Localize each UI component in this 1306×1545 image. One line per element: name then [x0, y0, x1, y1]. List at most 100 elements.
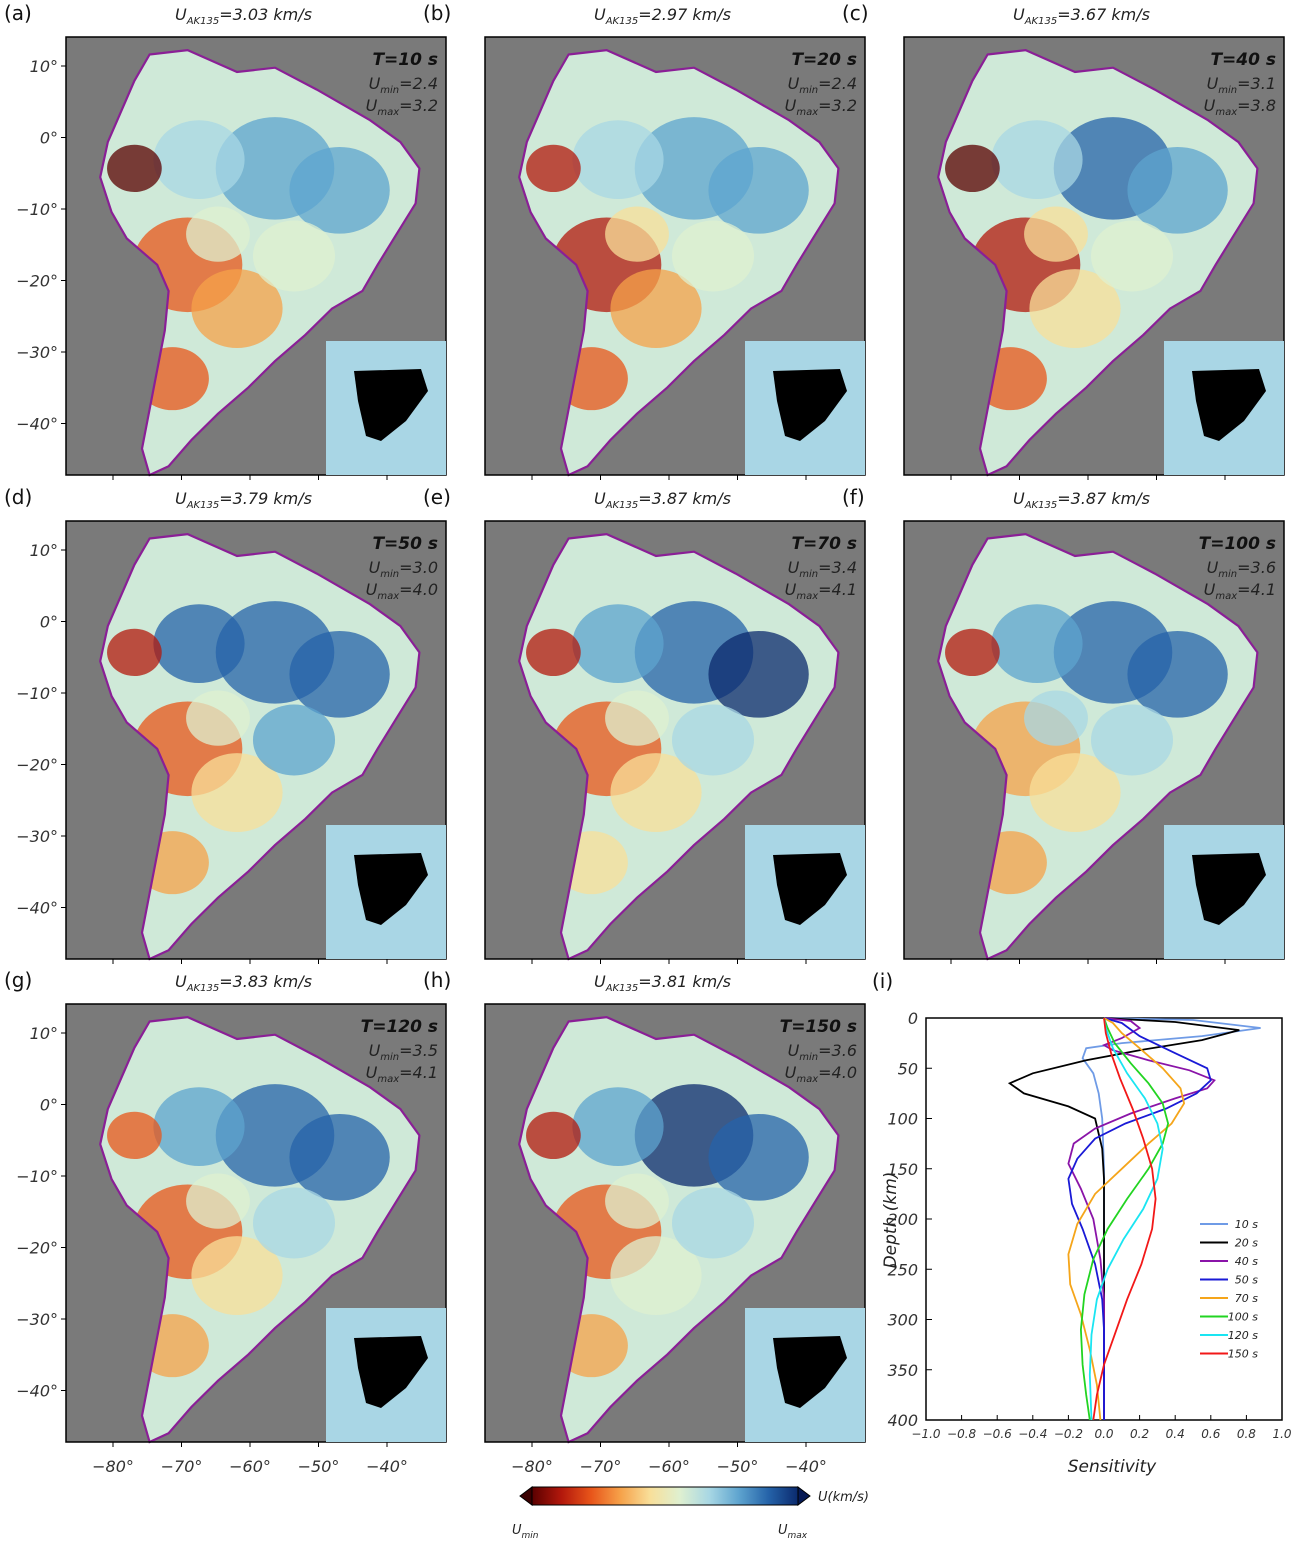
y-tick-label: 250 [887, 1260, 918, 1279]
anomaly-blob [252, 220, 336, 292]
anomaly-blob [708, 1113, 809, 1201]
anomaly-blob [252, 1187, 336, 1259]
anomaly-blob [708, 146, 809, 234]
x-tick-label: 0.0 [1094, 1427, 1113, 1441]
sensitivity-legend: 10 s 20 s 40 s 50 s 70 s 100 s 120 s 150 s [1200, 1218, 1258, 1361]
lat-tick-label: −10° [16, 684, 58, 703]
anomaly-blob [610, 753, 702, 832]
panel-label: (b) [423, 1, 451, 25]
lon-tick-label: −40° [366, 1457, 408, 1476]
sensitivity-curve-150s [1092, 1017, 1157, 1421]
x-tick-label: 0.4 [1166, 1427, 1185, 1441]
anomaly-blob [1024, 206, 1088, 262]
anomaly-blob [572, 1087, 664, 1167]
lat-tick-label: −20° [16, 1239, 58, 1258]
panel-label: (f) [842, 485, 865, 509]
velocity-anomalies [945, 601, 1228, 895]
anomaly-blob [186, 206, 250, 262]
sensitivity-curves [1007, 1017, 1261, 1421]
legend-label: 100 s [1228, 1311, 1258, 1324]
sensitivity-curve-120s [1088, 1017, 1164, 1421]
x-tick-label: −0.6 [983, 1427, 1013, 1441]
u-min-label: Umin=3.0 [369, 558, 438, 580]
lat-tick-label: −30° [16, 827, 58, 846]
lat-tick-label: 0° [40, 1096, 58, 1115]
panel-label: (a) [4, 1, 32, 25]
anomaly-blob [671, 1187, 755, 1259]
anomaly-blob [671, 704, 755, 776]
anomaly-blob [153, 1087, 245, 1167]
panel-label: (c) [842, 1, 869, 25]
map-panel-8: (h) UAK135=3.81 km/s T=150 s Umin=3.6Umax=4… [423, 968, 866, 1476]
sensitivity-panel: (i) −1.0 −0.8 −0.6 −0.4 −0.2 0.0 0.2 0.4 0.6 0.8 1… [872, 969, 1292, 1477]
u-max-label: Umax=4.1 [1204, 580, 1276, 602]
velocity-anomalies [526, 601, 809, 895]
lon-tick-label: −60° [648, 1457, 690, 1476]
colorbar-max-arrow [797, 1486, 811, 1506]
sensitivity-ticks: −1.0 −0.8 −0.6 −0.4 −0.2 0.0 0.2 0.4 0.6 0.8 1.0 0 5… [887, 1009, 1291, 1441]
lon-tick-label: −80° [511, 1457, 553, 1476]
sensitivity-curve-20s [1007, 1017, 1240, 1420]
legend-label: 40 s [1235, 1255, 1258, 1268]
u-min-label: Umin=3.5 [369, 1041, 438, 1063]
anomaly-blob [252, 704, 336, 776]
ray-paths [354, 853, 428, 925]
lat-tick-label: −40° [16, 899, 58, 918]
legend-label: 20 s [1235, 1237, 1258, 1250]
coastline [518, 1015, 840, 1444]
anomaly-blob [1127, 146, 1228, 234]
anomaly-blob [708, 630, 809, 718]
coastline [937, 532, 1259, 961]
colorbar-min-label: Umin [512, 1523, 539, 1541]
sensitivity-curve-50s [1067, 1017, 1212, 1420]
period-label: T=120 s [361, 1017, 438, 1037]
anomaly-blob [289, 1113, 390, 1201]
lat-tick-label: −20° [16, 756, 58, 775]
velocity-anomalies [945, 117, 1228, 411]
map-panel-5: (e) UAK135=3.87 km/s T=70 s Umin=3.4Umax=4.… [423, 485, 866, 964]
map-frame [903, 520, 1285, 960]
anomaly-blob [107, 144, 162, 193]
panel-label: (d) [4, 485, 32, 509]
legend-label: 50 s [1235, 1274, 1258, 1287]
ray-paths [773, 853, 847, 925]
lat-tick-label: 0° [40, 613, 58, 632]
colorbar-min-arrow [519, 1486, 533, 1506]
lon-tick-label: −80° [92, 1457, 134, 1476]
lon-tick-label: −40° [785, 1457, 827, 1476]
map-frame [484, 1003, 866, 1443]
anomaly-blob [191, 1236, 283, 1315]
period-label: T=100 s [1199, 534, 1276, 554]
anomaly-blob [186, 1173, 250, 1229]
legend-label: 70 s [1235, 1292, 1258, 1305]
anomaly-blob [1029, 269, 1121, 348]
colorbar: U(km/s) Umin Umax [512, 1486, 869, 1541]
velocity-anomalies [107, 601, 390, 895]
colorbar-max-label: Umax [778, 1523, 808, 1541]
x-tick-label: 0.6 [1201, 1427, 1220, 1441]
ray-paths [354, 1336, 428, 1408]
sensitivity-curve-100s [1079, 1017, 1170, 1421]
u-min-label: Umin=3.6 [788, 1041, 857, 1063]
panel-label-i: (i) [872, 969, 893, 993]
reference-velocity: UAK135=3.67 km/s [1013, 5, 1150, 27]
lat-tick-label: 10° [30, 57, 58, 76]
lat-tick-label: −40° [16, 1382, 58, 1401]
lat-tick-label: −10° [16, 200, 58, 219]
period-label: T=70 s [791, 534, 857, 554]
map-panels: (a) UAK135=3.03 km/sT=10 sUmin=2.4Umax=3.… [4, 1, 1285, 1476]
anomaly-blob [186, 690, 250, 746]
x-tick-label: 0.2 [1130, 1427, 1149, 1441]
ray-paths [773, 369, 847, 441]
anomaly-blob [572, 120, 664, 200]
lat-tick-label: −10° [16, 1167, 58, 1186]
coastline [518, 48, 840, 477]
u-min-label: Umin=2.4 [369, 74, 438, 96]
anomaly-blob [610, 269, 702, 348]
ray-paths [354, 369, 428, 441]
y-tick-label: 100 [887, 1110, 918, 1129]
period-label: T=10 s [372, 50, 438, 70]
sensitivity-x-label: Sensitivity [1068, 1457, 1157, 1477]
legend-label: 10 s [1235, 1218, 1258, 1231]
